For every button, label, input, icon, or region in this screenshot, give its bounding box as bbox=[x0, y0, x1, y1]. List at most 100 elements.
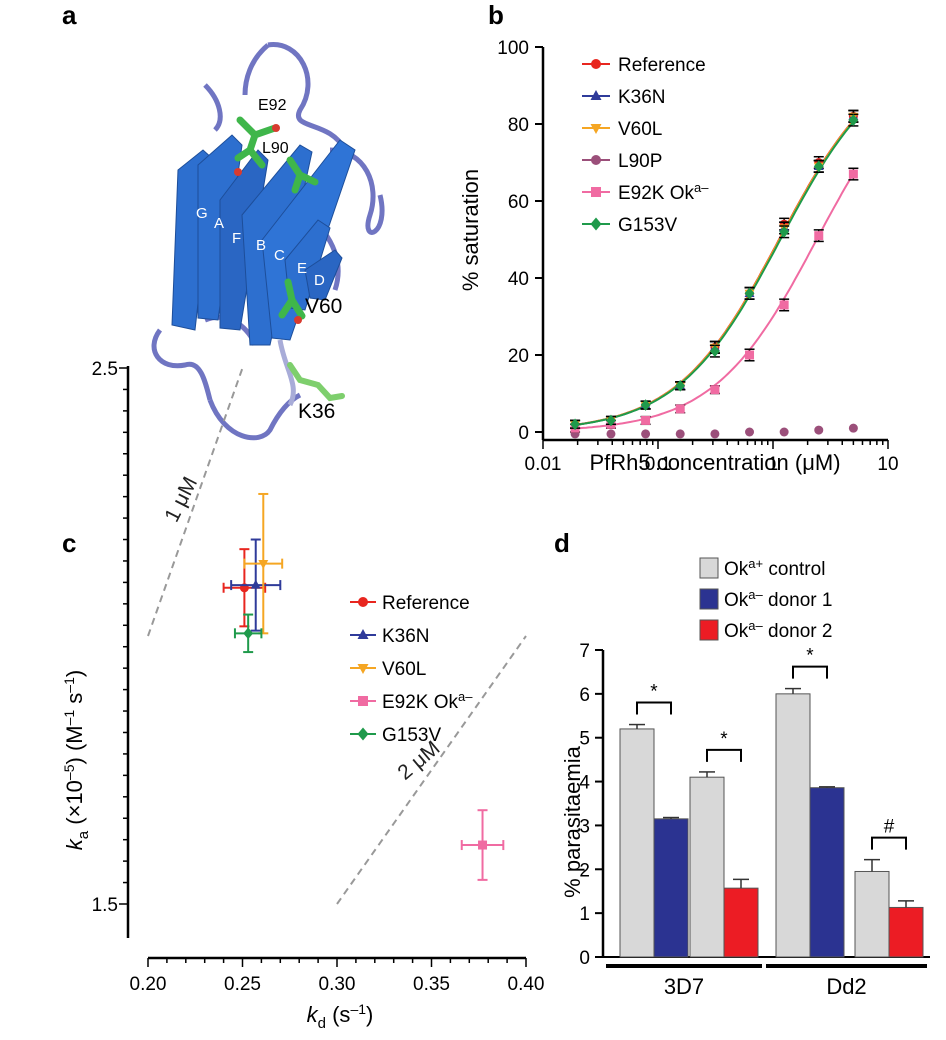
panel-b-point bbox=[779, 225, 790, 238]
panel-b: b 0 20 40 60 80 100 0.01 0.1 1 10 PfRh5 concentra… bbox=[458, 0, 899, 475]
panel-b-point bbox=[710, 385, 720, 395]
panel-b-legend-label-sup: a– bbox=[694, 180, 709, 195]
panel-d-y-tick-label: 4 bbox=[579, 773, 590, 794]
panel-d-sig-bracket bbox=[636, 701, 672, 715]
panel-b-legend-marker bbox=[590, 217, 602, 231]
panel-c-y-tick-label: 1.5 bbox=[92, 895, 118, 916]
panel-d-sig-label: # bbox=[884, 817, 895, 838]
loop-top bbox=[267, 42, 348, 152]
panel-d-sig-label: * bbox=[650, 682, 658, 703]
panel-d-bar bbox=[809, 787, 845, 958]
panel-c-legend-label-main: K36N bbox=[382, 626, 430, 647]
panel-d-group-label: 3D7 bbox=[664, 974, 704, 999]
panel-b-axes: 0 20 40 60 80 100 0.01 0.1 1 10 bbox=[497, 38, 898, 475]
panel-b-legend-marker bbox=[591, 187, 601, 197]
panel-b-legend-label: E92K Oka– bbox=[618, 180, 709, 204]
panel-b-legend-marker bbox=[591, 155, 601, 165]
panel-d-legend-swatch bbox=[699, 619, 719, 641]
panel-b-legend: Reference K36N V60L L90P E92K Oka– G153V bbox=[582, 55, 709, 236]
loop-k36 bbox=[277, 339, 296, 407]
loop-left-top bbox=[203, 83, 223, 132]
panel-b-x-tick-label: 0.1 bbox=[645, 454, 671, 475]
panel-b-y-tick-label: 60 bbox=[508, 192, 529, 213]
panel-d-y-tick-label: 0 bbox=[579, 948, 590, 969]
panel-d-y-tick-label: 5 bbox=[579, 729, 590, 750]
panel-b-point bbox=[814, 425, 824, 435]
panel-c-y-tick-label: 2.5 bbox=[92, 359, 118, 380]
panel-d-y-tick-label: 1 bbox=[579, 904, 590, 925]
oxygen-atom bbox=[294, 316, 302, 324]
panel-b-point bbox=[675, 404, 685, 414]
residue-label-e92: E92 bbox=[258, 97, 287, 114]
strand-d bbox=[304, 249, 343, 301]
panel-d-bar bbox=[653, 818, 689, 958]
panel-c-marks: 1 μM2 μM bbox=[147, 367, 527, 905]
panel-c-point bbox=[250, 579, 261, 589]
panel-c-legend-marker bbox=[357, 664, 369, 674]
panel-d-legend-label-main: Ok bbox=[724, 621, 749, 642]
ka-mid2: s bbox=[62, 693, 87, 710]
panel-d-bar bbox=[775, 693, 811, 958]
loop-right bbox=[329, 147, 385, 235]
panel-b-fit-curve bbox=[574, 120, 855, 426]
panel-b-legend-label: Reference bbox=[618, 55, 706, 76]
panel-c-legend-marker bbox=[357, 727, 369, 741]
l90-sticks bbox=[286, 156, 319, 194]
panel-d-y-tick-label: 3 bbox=[579, 816, 590, 837]
panel-c-legend-marker bbox=[358, 696, 368, 706]
panel-c: c 1.52.50.20 0.25 0.30 0.35 0.40 1 μM2 μM kd… bbox=[61, 359, 544, 1032]
panel-c-legend-marker bbox=[357, 629, 369, 639]
panel-b-legend-label: K36N bbox=[618, 87, 666, 108]
ka-main: k bbox=[62, 838, 87, 850]
panel-b-legend-label-main: E92K Ok bbox=[618, 183, 695, 204]
panel-d-legend-label: Oka+ control bbox=[724, 556, 825, 580]
panel-b-legend-marker bbox=[591, 59, 601, 69]
panel-d-sig-label: * bbox=[720, 729, 728, 750]
panel-d-bar bbox=[689, 776, 725, 958]
panel-b-point bbox=[675, 379, 686, 392]
strand-label-g: G bbox=[196, 205, 208, 222]
protein-cartoon: E92 L90 V60 K36 G A F B C E D bbox=[151, 42, 385, 441]
panel-b-y-tick-label: 0 bbox=[518, 423, 529, 444]
panel-b-point bbox=[745, 350, 755, 360]
iso-line-2um bbox=[336, 635, 527, 905]
panel-b-legend-label-main: V60L bbox=[618, 119, 662, 140]
panel-b-point bbox=[813, 160, 824, 173]
panel-b-y-tick-label: 100 bbox=[497, 38, 529, 59]
panel-c-x-axis-title: kd (s–1) bbox=[307, 1001, 374, 1032]
panel-d-legend-swatch bbox=[699, 588, 719, 610]
k36-sticks bbox=[287, 362, 345, 402]
panel-d-group-label: Dd2 bbox=[826, 974, 866, 999]
panel-b-y-tick-label: 40 bbox=[508, 269, 529, 290]
panel-d-bar bbox=[888, 906, 924, 958]
strand-label-a: A bbox=[214, 215, 224, 232]
panel-d-sig-bracket bbox=[706, 748, 742, 762]
panel-d-sig-bracket bbox=[792, 665, 828, 679]
panel-c-legend-label-main: Reference bbox=[382, 593, 470, 614]
panel-b-x-tick-label: 0.01 bbox=[525, 454, 562, 475]
loop-e92 bbox=[242, 43, 270, 96]
panel-d-bar bbox=[723, 887, 759, 958]
panel-d-legend-label-post: donor 1 bbox=[763, 590, 833, 611]
panel-b-legend-label-main: Reference bbox=[618, 55, 706, 76]
panel-b-y-axis-title: % saturation bbox=[458, 169, 483, 291]
panel-d-y-tick-label: 6 bbox=[579, 685, 590, 706]
kd-exp: –1 bbox=[350, 1001, 366, 1017]
panel-c-point bbox=[258, 560, 269, 570]
e92-sticks bbox=[234, 116, 279, 169]
panel-c-legend-label-main: V60L bbox=[382, 659, 426, 680]
panel-d-legend-label-main: Ok bbox=[724, 590, 749, 611]
panel-d-letter: d bbox=[554, 528, 570, 558]
panel-d-y-axis-title: % parasitaemia bbox=[560, 745, 585, 897]
panel-b-y-tick-label: 20 bbox=[508, 346, 529, 367]
kd-sub: d bbox=[318, 1015, 326, 1032]
strand-label-d: D bbox=[314, 272, 325, 289]
panel-c-legend: Reference K36N V60L E92K Oka– G153V bbox=[350, 593, 473, 746]
panel-b-fit-curve bbox=[574, 120, 855, 426]
panel-b-y-tick-label: 80 bbox=[508, 115, 529, 136]
panel-b-x-tick-label: 10 bbox=[877, 454, 898, 475]
panel-b-fit-curve bbox=[574, 121, 855, 426]
panel-c-legend-label-main: E92K Ok bbox=[382, 692, 459, 713]
panel-b-legend-marker bbox=[590, 124, 602, 134]
